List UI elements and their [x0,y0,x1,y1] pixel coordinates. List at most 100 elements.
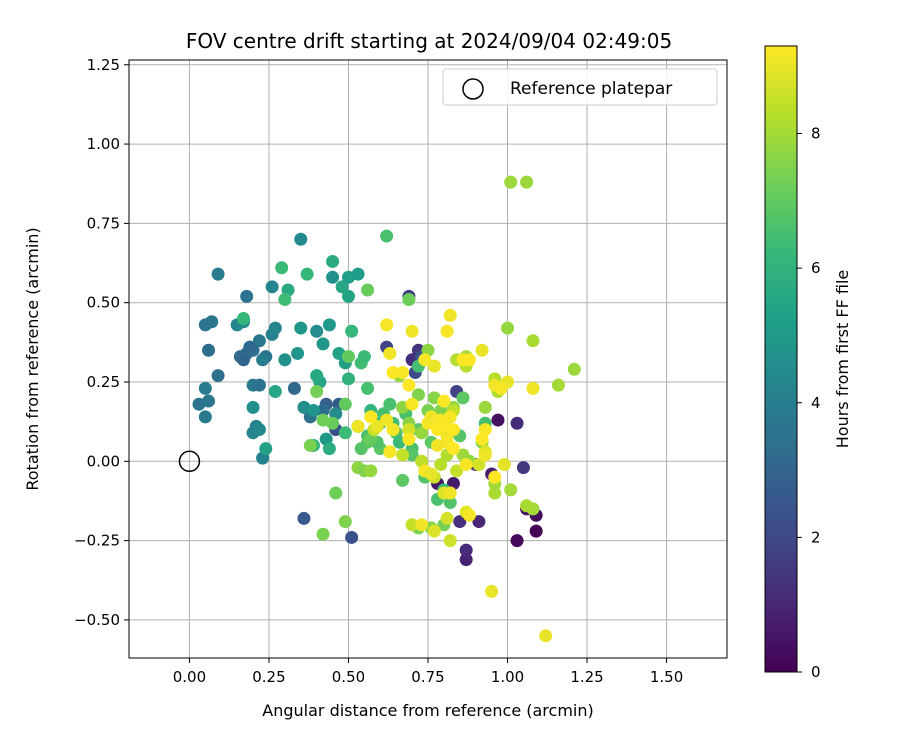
data-point [427,359,441,373]
data-point [472,515,486,529]
x-tick-label: 1.25 [570,668,603,686]
data-point [510,534,524,548]
data-point [202,343,216,357]
data-point [198,381,212,395]
data-point [370,419,384,433]
colorbar-tick-label: 0 [811,663,821,681]
data-point [478,423,492,437]
legend-label: Reference platepar [510,79,672,99]
chart-title: FOV centre drift starting at 2024/09/04 … [186,29,672,53]
data-point [357,350,371,364]
data-point [294,321,308,335]
data-point [418,353,432,367]
data-point [494,381,508,395]
data-point [472,457,486,471]
data-point [275,261,289,275]
data-point [396,448,410,462]
data-point [211,267,225,281]
data-point [440,511,454,525]
y-tick-label: 1.00 [87,135,120,153]
data-point [478,400,492,414]
data-point [402,432,416,446]
data-point [539,629,553,643]
data-point [510,416,524,430]
data-point [351,419,365,433]
y-axis-label: Rotation from reference (arcmin) [23,227,42,490]
data-point [268,321,282,335]
data-point [265,280,279,294]
grid-lines [129,60,727,658]
data-point [488,470,502,484]
data-point [437,394,451,408]
data-point [462,353,476,367]
data-point [322,442,336,456]
data-point [341,372,355,386]
data-point [345,324,359,338]
colorbar-tick-label: 6 [811,259,821,277]
data-point [443,486,457,500]
data-point [294,232,308,246]
data-point [411,388,425,402]
data-point [364,464,378,478]
colorbar: 0 2 4 6 8 Hours from first FF file [764,45,852,681]
data-point [551,378,565,392]
data-point [434,457,448,471]
data-point [364,410,378,424]
data-point [402,423,416,437]
data-point [383,346,397,360]
data-point [202,394,216,408]
data-point [291,346,305,360]
data-point [205,315,219,329]
y-tick-label: 0.50 [87,294,120,312]
data-point [504,483,518,497]
data-point [361,381,375,395]
data-point [268,385,282,399]
data-point [478,448,492,462]
data-point [453,515,467,529]
data-point [310,324,324,338]
x-tick-label: 1.00 [491,668,524,686]
legend-marker-icon [462,78,484,100]
data-point [278,293,292,307]
data-point [198,410,212,424]
data-point [526,381,540,395]
data-point [287,381,301,395]
x-tick-label: 0.00 [173,668,206,686]
data-point [446,442,460,456]
data-point [386,365,400,379]
x-tick-label: 0.75 [411,668,444,686]
data-point [316,413,330,427]
data-point [316,527,330,541]
colorbar-tick-label: 4 [811,394,821,412]
data-point [252,378,266,392]
data-point [335,280,349,294]
x-axis-label: Angular distance from reference (arcmin) [262,701,593,720]
data-point [520,175,534,189]
data-point [341,289,355,303]
data-point [443,410,457,424]
data-point [459,553,473,567]
data-point [475,343,489,357]
data-point [338,426,352,440]
data-point [380,413,394,427]
data-point [243,340,257,354]
data-point [443,308,457,322]
data-point [259,442,273,456]
data-point [504,175,518,189]
y-tick-label: 0.00 [87,452,120,470]
data-point [386,423,400,437]
data-point [567,362,581,376]
data-point [322,318,336,332]
data-point [427,524,441,538]
data-point [485,584,499,598]
data-point [443,534,457,548]
x-tick-label: 0.25 [252,668,285,686]
data-point [252,334,266,348]
x-tick-label: 0.50 [332,668,365,686]
data-point [354,442,368,456]
data-point [256,353,270,367]
x-tick-label: 1.50 [650,668,683,686]
data-point [526,334,540,348]
y-tick-label: 1.25 [87,56,120,74]
data-point [252,423,266,437]
